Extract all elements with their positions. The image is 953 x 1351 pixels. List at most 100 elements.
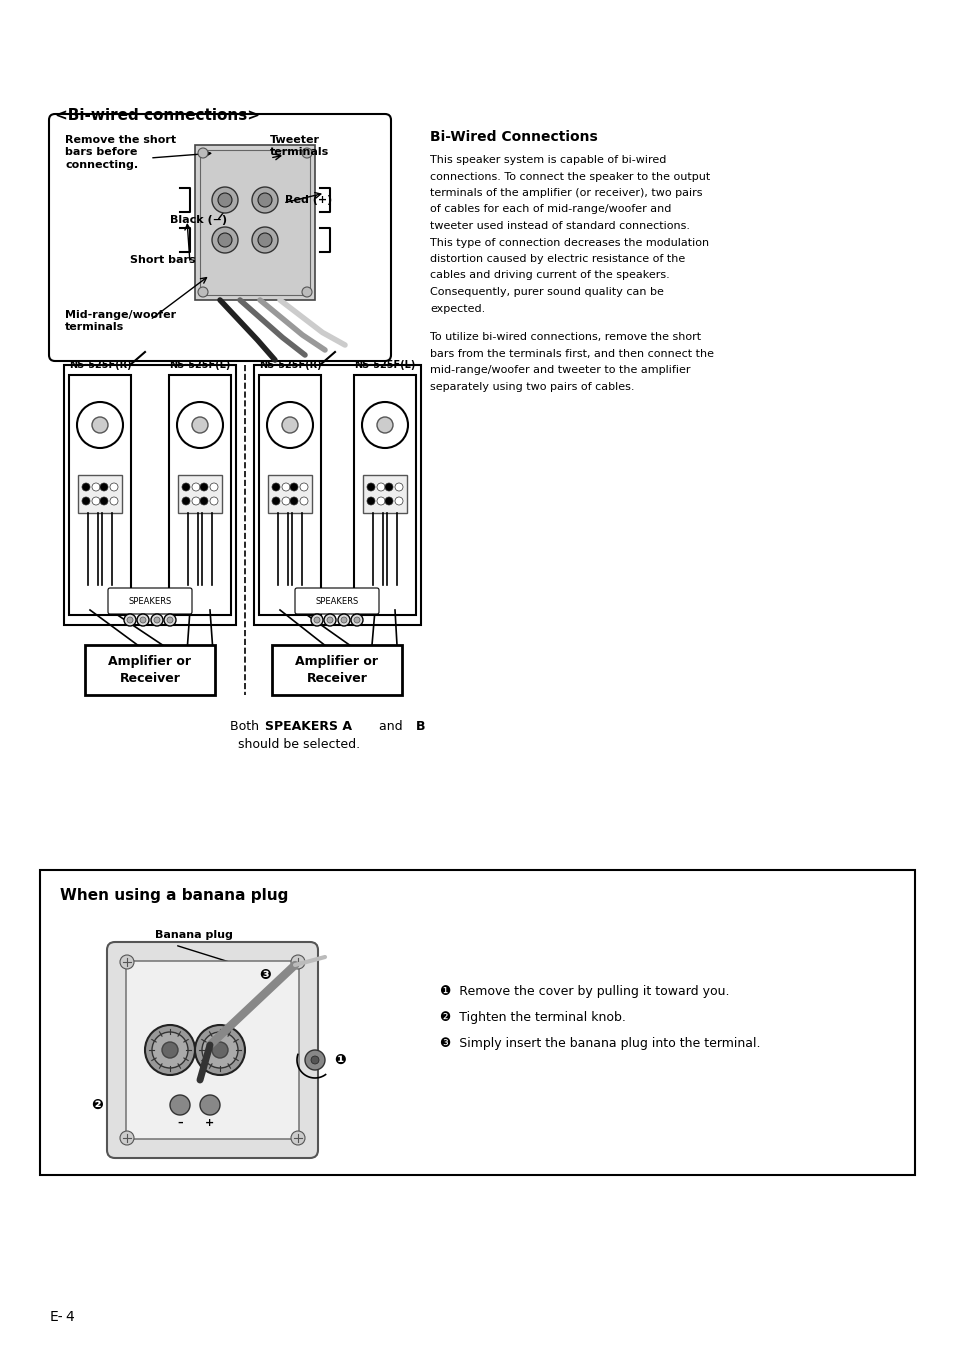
Bar: [85, 644, 214, 694]
Circle shape: [82, 484, 90, 490]
Text: bars from the terminals first, and then connect the: bars from the terminals first, and then …: [430, 349, 713, 358]
Text: tweeter used instead of standard connections.: tweeter used instead of standard connect…: [430, 222, 689, 231]
Circle shape: [354, 617, 359, 623]
Circle shape: [77, 403, 123, 449]
Text: NS-525F(L): NS-525F(L): [354, 359, 416, 370]
Circle shape: [290, 497, 297, 505]
Circle shape: [91, 484, 100, 490]
Circle shape: [170, 1096, 190, 1115]
Text: SPEAKERS: SPEAKERS: [129, 597, 172, 607]
Text: NS-525F(R): NS-525F(R): [258, 359, 321, 370]
Text: ❷: ❷: [91, 1098, 103, 1112]
Text: Mid-range/woofer
terminals: Mid-range/woofer terminals: [65, 309, 176, 332]
Text: cables and driving current of the speakers.: cables and driving current of the speake…: [430, 270, 669, 281]
Circle shape: [252, 186, 277, 213]
FancyBboxPatch shape: [49, 113, 391, 361]
Bar: [272, 644, 401, 694]
Circle shape: [198, 149, 208, 158]
Text: mid-range/woofer and tweeter to the amplifier: mid-range/woofer and tweeter to the ampl…: [430, 365, 690, 376]
Circle shape: [164, 613, 175, 626]
Circle shape: [210, 497, 218, 505]
Circle shape: [282, 497, 290, 505]
Circle shape: [198, 286, 208, 297]
Text: ❸  Simply insert the banana plug into the terminal.: ❸ Simply insert the banana plug into the…: [439, 1038, 760, 1050]
Circle shape: [124, 613, 136, 626]
Circle shape: [137, 613, 149, 626]
Circle shape: [367, 497, 375, 505]
Circle shape: [162, 1042, 178, 1058]
Circle shape: [305, 1050, 325, 1070]
Circle shape: [272, 484, 280, 490]
Text: This speaker system is capable of bi-wired: This speaker system is capable of bi-wir…: [430, 155, 666, 165]
Text: +: +: [205, 1119, 214, 1128]
Circle shape: [153, 617, 160, 623]
Text: Consequently, purer sound quality can be: Consequently, purer sound quality can be: [430, 286, 663, 297]
Text: Black (−): Black (−): [170, 215, 227, 226]
Circle shape: [361, 403, 408, 449]
Circle shape: [395, 497, 402, 505]
Circle shape: [192, 484, 200, 490]
Text: Red (+): Red (+): [285, 195, 332, 205]
Circle shape: [182, 484, 190, 490]
Circle shape: [376, 417, 393, 434]
FancyBboxPatch shape: [126, 961, 298, 1139]
Text: Banana plug: Banana plug: [154, 929, 233, 940]
Text: Amplifier or
Receiver: Amplifier or Receiver: [295, 655, 378, 685]
Circle shape: [100, 497, 108, 505]
Text: This type of connection decreases the modulation: This type of connection decreases the mo…: [430, 238, 708, 247]
Bar: [258, 376, 320, 615]
Circle shape: [212, 1042, 228, 1058]
Bar: [268, 476, 312, 513]
Circle shape: [200, 1096, 220, 1115]
Text: should be selected.: should be selected.: [237, 738, 359, 751]
FancyBboxPatch shape: [107, 942, 317, 1158]
Bar: [194, 145, 314, 300]
Circle shape: [395, 484, 402, 490]
Circle shape: [127, 617, 132, 623]
Circle shape: [212, 186, 237, 213]
Circle shape: [152, 1032, 188, 1069]
Circle shape: [212, 227, 237, 253]
Text: Amplifier or
Receiver: Amplifier or Receiver: [109, 655, 192, 685]
Text: Short bars: Short bars: [130, 255, 195, 265]
Circle shape: [302, 286, 312, 297]
Circle shape: [145, 1025, 194, 1075]
Text: <Bi-wired connections>: <Bi-wired connections>: [55, 108, 260, 123]
Circle shape: [367, 484, 375, 490]
Circle shape: [120, 955, 133, 969]
Circle shape: [202, 1032, 237, 1069]
Circle shape: [167, 617, 172, 623]
Text: Bi-Wired Connections: Bi-Wired Connections: [430, 130, 598, 145]
Bar: [69, 376, 131, 615]
Text: connections. To connect the speaker to the output: connections. To connect the speaker to t…: [430, 172, 709, 181]
Text: 4: 4: [65, 1310, 73, 1324]
Text: Both: Both: [230, 720, 263, 734]
Circle shape: [177, 403, 223, 449]
Circle shape: [182, 497, 190, 505]
Text: ❷  Tighten the terminal knob.: ❷ Tighten the terminal knob.: [439, 1011, 625, 1024]
Circle shape: [376, 484, 385, 490]
Text: To utilize bi-wired connections, remove the short: To utilize bi-wired connections, remove …: [430, 332, 700, 342]
Text: terminals of the amplifier (or receiver), two pairs: terminals of the amplifier (or receiver)…: [430, 188, 701, 199]
Circle shape: [337, 613, 350, 626]
Circle shape: [299, 497, 308, 505]
Circle shape: [82, 497, 90, 505]
Text: Tweeter
terminals: Tweeter terminals: [270, 135, 329, 158]
Circle shape: [120, 1131, 133, 1146]
Circle shape: [140, 617, 146, 623]
Circle shape: [110, 484, 118, 490]
Text: ❶: ❶: [334, 1052, 346, 1067]
Bar: [78, 476, 122, 513]
Circle shape: [302, 149, 312, 158]
Circle shape: [110, 497, 118, 505]
Circle shape: [311, 613, 323, 626]
Text: Remove the short
bars before
connecting.: Remove the short bars before connecting.: [65, 135, 176, 170]
Text: B: B: [416, 720, 425, 734]
Text: distortion caused by electric resistance of the: distortion caused by electric resistance…: [430, 254, 684, 263]
Text: of cables for each of mid-range/woofer and: of cables for each of mid-range/woofer a…: [430, 204, 671, 215]
Text: When using a banana plug: When using a banana plug: [60, 888, 288, 902]
Circle shape: [376, 497, 385, 505]
Circle shape: [218, 232, 232, 247]
Circle shape: [257, 193, 272, 207]
Circle shape: [282, 417, 297, 434]
